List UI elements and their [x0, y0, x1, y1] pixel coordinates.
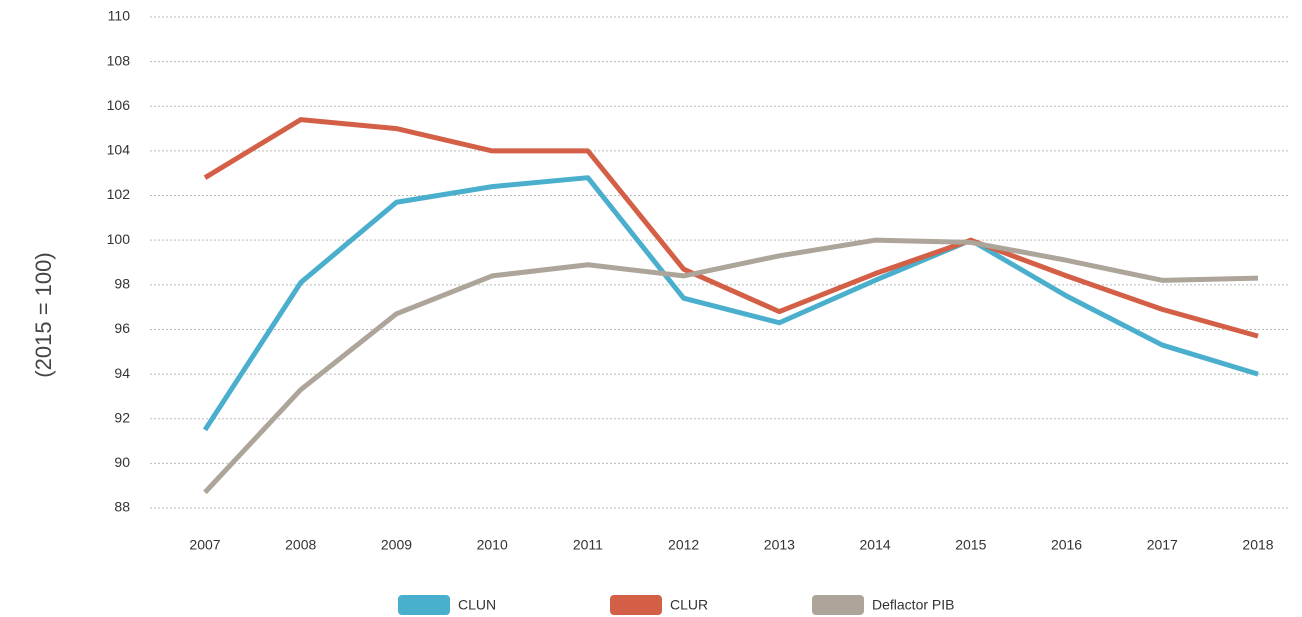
- y-tick-label: 110: [108, 8, 131, 24]
- y-tick-label: 90: [114, 454, 130, 470]
- x-tick-label: 2007: [189, 537, 220, 553]
- y-axis-label: (2015 = 100): [31, 252, 56, 377]
- y-tick-label: 100: [107, 231, 131, 247]
- legend-swatch: [398, 595, 450, 615]
- x-tick-label: 2011: [573, 537, 603, 553]
- x-tick-label: 2018: [1242, 537, 1273, 553]
- y-tick-label: 92: [114, 409, 130, 425]
- y-tick-label: 108: [107, 52, 131, 68]
- y-tick-label: 88: [114, 499, 130, 515]
- y-tick-label: 94: [114, 365, 130, 381]
- legend-label: Deflactor PIB: [872, 597, 954, 613]
- x-tick-label: 2014: [860, 537, 891, 553]
- x-tick-label: 2009: [381, 537, 412, 553]
- y-tick-label: 98: [114, 276, 130, 292]
- series-line: [202, 175, 1259, 432]
- y-tick-label: 102: [107, 186, 131, 202]
- y-tick-label: 96: [114, 320, 130, 336]
- legend-label: CLUR: [670, 597, 708, 613]
- x-tick-label: 2012: [668, 537, 699, 553]
- legend-swatch: [812, 595, 864, 615]
- x-tick-label: 2016: [1051, 537, 1082, 553]
- y-tick-label: 104: [107, 142, 131, 158]
- series-line: [203, 237, 1259, 495]
- x-tick-label: 2013: [764, 537, 795, 553]
- series-line: [203, 117, 1259, 339]
- y-tick-label: 106: [107, 97, 131, 113]
- x-tick-label: 2010: [477, 537, 508, 553]
- x-tick-label: 2015: [955, 537, 986, 553]
- x-tick-label: 2008: [285, 537, 316, 553]
- x-tick-label: 2017: [1147, 537, 1178, 553]
- legend-swatch: [610, 595, 662, 615]
- legend-label: CLUN: [458, 597, 496, 613]
